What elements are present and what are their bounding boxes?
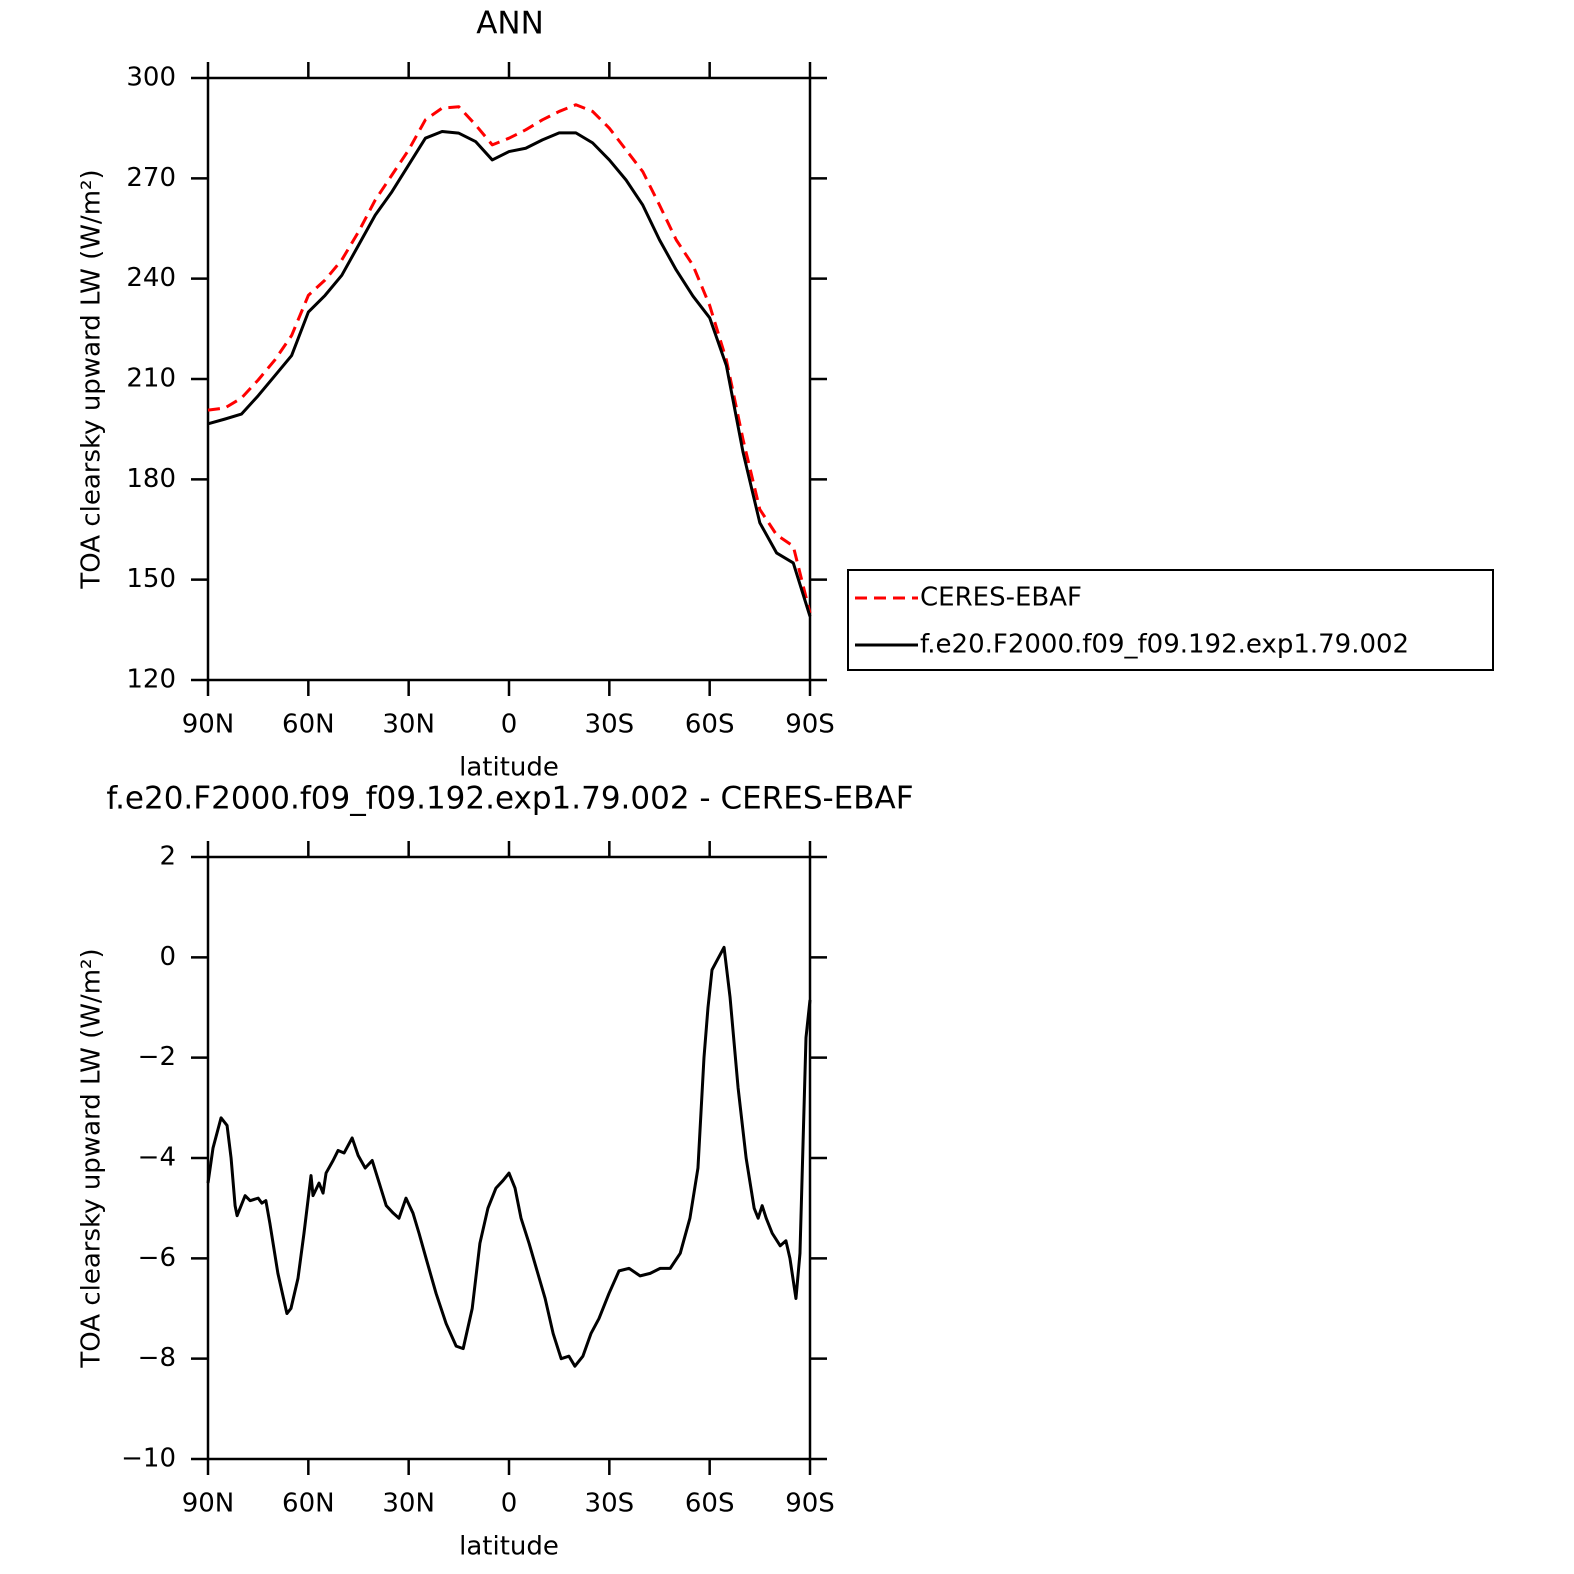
chart-title: f.e20.F2000.f09_f09.192.exp1.79.002 - CE…: [106, 781, 913, 817]
x-tick-label: 30N: [382, 1489, 435, 1519]
legend-label: CERES-EBAF: [920, 583, 1082, 613]
y-tick-label: 0: [159, 942, 176, 972]
y-tick-label: 2: [159, 842, 176, 872]
y-tick-label: 240: [126, 263, 176, 293]
y-tick-label: −2: [138, 1042, 176, 1072]
y-tick-label: 120: [126, 665, 176, 695]
data-line: [207, 103, 812, 614]
legend-box: [847, 569, 1494, 671]
x-tick-label: 60S: [685, 1489, 735, 1519]
data-line: [206, 945, 812, 1368]
x-axis-label: latitude: [459, 1532, 559, 1562]
x-tick-label: 0: [501, 710, 518, 740]
y-tick-label: 210: [126, 364, 176, 394]
x-tick-label: 30N: [382, 710, 435, 740]
y-tick-label: 180: [126, 464, 176, 494]
x-tick-label: 30S: [585, 1489, 635, 1519]
x-tick-label: 90N: [182, 710, 235, 740]
x-tick-label: 0: [501, 1489, 518, 1519]
chart-title: ANN: [476, 6, 544, 42]
y-tick-label: 150: [126, 564, 176, 594]
x-tick-label: 90S: [785, 1489, 835, 1519]
y-axis-label: TOA clearsky upward LW (W/m²): [77, 169, 107, 589]
legend-label: f.e20.F2000.f09_f09.192.exp1.79.002: [920, 630, 1409, 660]
x-tick-label: 30S: [585, 710, 635, 740]
x-tick-label: 60N: [282, 710, 335, 740]
x-tick-label: 60N: [282, 1489, 335, 1519]
y-tick-label: −4: [138, 1143, 176, 1173]
y-tick-label: −8: [138, 1343, 176, 1373]
y-tick-label: 300: [126, 63, 176, 93]
x-tick-label: 90S: [785, 710, 835, 740]
x-tick-label: 90N: [182, 1489, 235, 1519]
x-axis-label: latitude: [459, 753, 559, 783]
y-tick-label: 270: [126, 163, 176, 193]
y-tick-label: −10: [121, 1444, 176, 1474]
y-tick-label: −6: [138, 1243, 176, 1273]
x-tick-label: 60S: [685, 710, 735, 740]
data-line: [207, 130, 812, 617]
y-axis-label: TOA clearsky upward LW (W/m²): [77, 948, 107, 1368]
